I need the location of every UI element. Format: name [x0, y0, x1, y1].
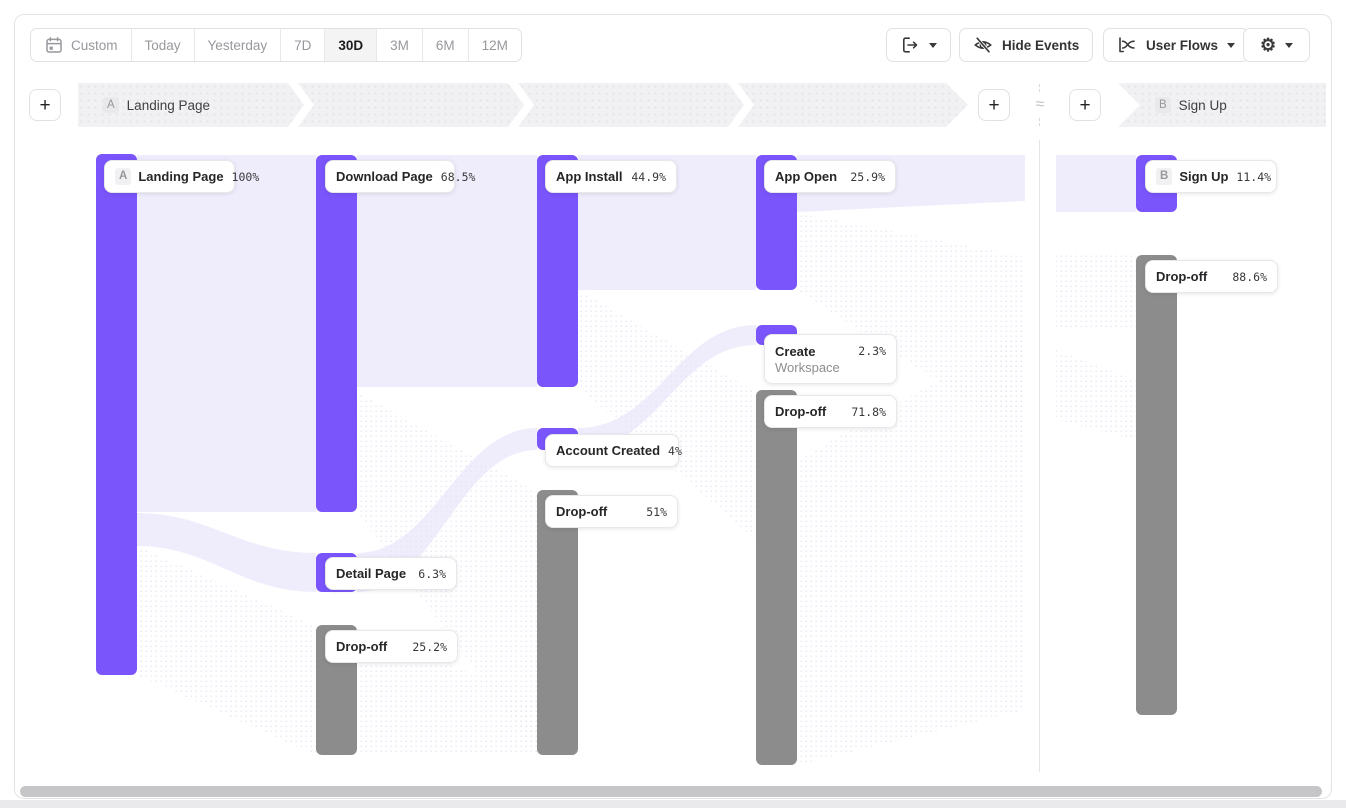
eye-off-icon: [974, 37, 992, 53]
node-card-signup[interactable]: B Sign Up 11.4%: [1145, 160, 1277, 193]
node-label: Sign Up: [1179, 169, 1229, 184]
date-range-label: Yesterday: [207, 37, 268, 53]
node-label: Drop-off: [1156, 269, 1208, 284]
node-bar-dropoff_b[interactable]: [1136, 255, 1177, 715]
node-label: Create: [775, 343, 816, 359]
dropoff-band: [578, 290, 756, 540]
date-range-30d[interactable]: 30D: [325, 29, 378, 61]
flow-b-header-label: B Sign Up: [1155, 96, 1227, 114]
chevron-down-icon: [929, 42, 937, 48]
node-card-dropoff_3[interactable]: Drop-off 71.8%: [764, 395, 897, 428]
date-range-label: 6M: [435, 37, 455, 53]
flow-b-badge: B: [1155, 96, 1171, 114]
date-range-label: Today: [144, 37, 181, 53]
flow-b-name: Sign Up: [1178, 97, 1227, 113]
node-bar-landing[interactable]: [96, 154, 137, 675]
node-card-workspace[interactable]: Create 2.3% Workspace: [764, 334, 897, 384]
flow-band: [137, 513, 316, 592]
flow-band: [1056, 155, 1136, 212]
node-label: Detail Page: [336, 566, 407, 581]
chevron-down-icon: [1227, 42, 1236, 48]
flow-band: [137, 155, 316, 512]
node-card-account[interactable]: Account Created 4%: [545, 434, 682, 467]
node-bar-install[interactable]: [537, 155, 578, 387]
add-step-end-a-button[interactable]: +: [978, 89, 1010, 121]
node-value: 4%: [668, 443, 682, 458]
node-label: Account Created: [556, 443, 661, 458]
gear-icon: ⚙: [1260, 35, 1277, 55]
node-label: Landing Page: [138, 169, 224, 184]
node-label: App Open: [775, 169, 838, 184]
node-label: Drop-off: [775, 404, 827, 419]
horizontal-scrollbar[interactable]: [20, 786, 1322, 797]
node-card-download[interactable]: Download Page 68.5%: [325, 160, 475, 193]
section-divider-line: [1039, 140, 1040, 772]
node-bar-download[interactable]: [316, 155, 357, 512]
approx-separator-symbol: ≈: [1029, 94, 1051, 116]
date-range-label: 7D: [294, 37, 312, 53]
flows-chart-icon: [1119, 37, 1135, 53]
date-range-12m[interactable]: 12M: [468, 29, 521, 61]
node-value: 6.3%: [418, 566, 446, 581]
node-card-dropoff_2[interactable]: Drop-off 51%: [545, 495, 678, 528]
node-card-dropoff_1[interactable]: Drop-off 25.2%: [325, 630, 458, 663]
node-value: 100%: [231, 169, 260, 184]
node-card-open[interactable]: App Open 25.9%: [764, 160, 896, 193]
node-label: Download Page: [336, 169, 433, 184]
date-range-label: 12M: [481, 37, 508, 53]
flow-a-header-label: A Landing Page: [103, 96, 210, 114]
date-range-yesterday[interactable]: Yesterday: [194, 29, 282, 61]
add-step-start-button[interactable]: +: [29, 89, 61, 121]
flow-b-path-band[interactable]: B Sign Up: [1118, 83, 1326, 127]
node-value: 25.9%: [850, 169, 885, 184]
date-range-7d[interactable]: 7D: [281, 29, 326, 61]
date-range-custom[interactable]: Custom: [31, 29, 132, 61]
export-icon: [903, 37, 918, 53]
user-flows-label: User Flows: [1146, 37, 1219, 53]
calendar-icon: [46, 37, 62, 53]
page-bottom-strip: [0, 800, 1346, 808]
export-button[interactable]: [886, 28, 951, 62]
node-value: 88.6%: [1232, 269, 1267, 284]
node-badge: A: [115, 168, 132, 185]
hide-events-button[interactable]: Hide Events: [959, 28, 1094, 62]
node-value: 11.4%: [1236, 169, 1272, 184]
node-bar-dropoff_2[interactable]: [537, 490, 578, 755]
date-range-segmented-control: Custom Today Yesterday 7D 30D 3M 6M 12M: [30, 28, 522, 62]
node-value: 2.3%: [858, 344, 886, 358]
node-card-install[interactable]: App Install 44.9%: [545, 160, 677, 193]
node-label-line2: Workspace: [775, 359, 840, 375]
node-badge: B: [1156, 168, 1173, 185]
settings-button[interactable]: ⚙: [1243, 28, 1311, 62]
date-range-6m[interactable]: 6M: [422, 29, 469, 61]
node-bar-dropoff_3[interactable]: [756, 390, 797, 765]
node-label: Drop-off: [556, 504, 608, 519]
node-value: 25.2%: [412, 639, 447, 654]
dropoff-band: [1056, 253, 1136, 330]
node-value: 71.8%: [851, 404, 886, 419]
node-card-landing[interactable]: A Landing Page 100%: [104, 160, 259, 193]
date-range-today[interactable]: Today: [131, 29, 195, 61]
date-range-3m[interactable]: 3M: [377, 29, 423, 61]
node-card-detail[interactable]: Detail Page 6.3%: [325, 557, 457, 590]
node-label: Drop-off: [336, 639, 388, 654]
date-range-label: Custom: [71, 37, 118, 53]
node-value: 51%: [646, 504, 667, 519]
hide-events-label: Hide Events: [1002, 37, 1080, 53]
node-label: App Install: [556, 169, 623, 184]
flow-a-name: Landing Page: [126, 97, 210, 113]
chevron-down-icon: [1285, 42, 1294, 48]
node-card-dropoff_b[interactable]: Drop-off 88.6%: [1145, 260, 1278, 293]
dropoff-band: [797, 332, 1025, 765]
flow-band: [357, 155, 537, 387]
node-value: 68.5%: [440, 169, 476, 184]
node-value: 44.9%: [631, 169, 666, 184]
date-range-label: 30D: [338, 37, 364, 53]
dropoff-band: [137, 546, 316, 755]
dropoff-band: [1056, 350, 1136, 440]
date-range-label: 3M: [390, 37, 409, 53]
add-step-start-b-button[interactable]: +: [1069, 89, 1101, 121]
flow-a-badge: A: [103, 96, 119, 114]
